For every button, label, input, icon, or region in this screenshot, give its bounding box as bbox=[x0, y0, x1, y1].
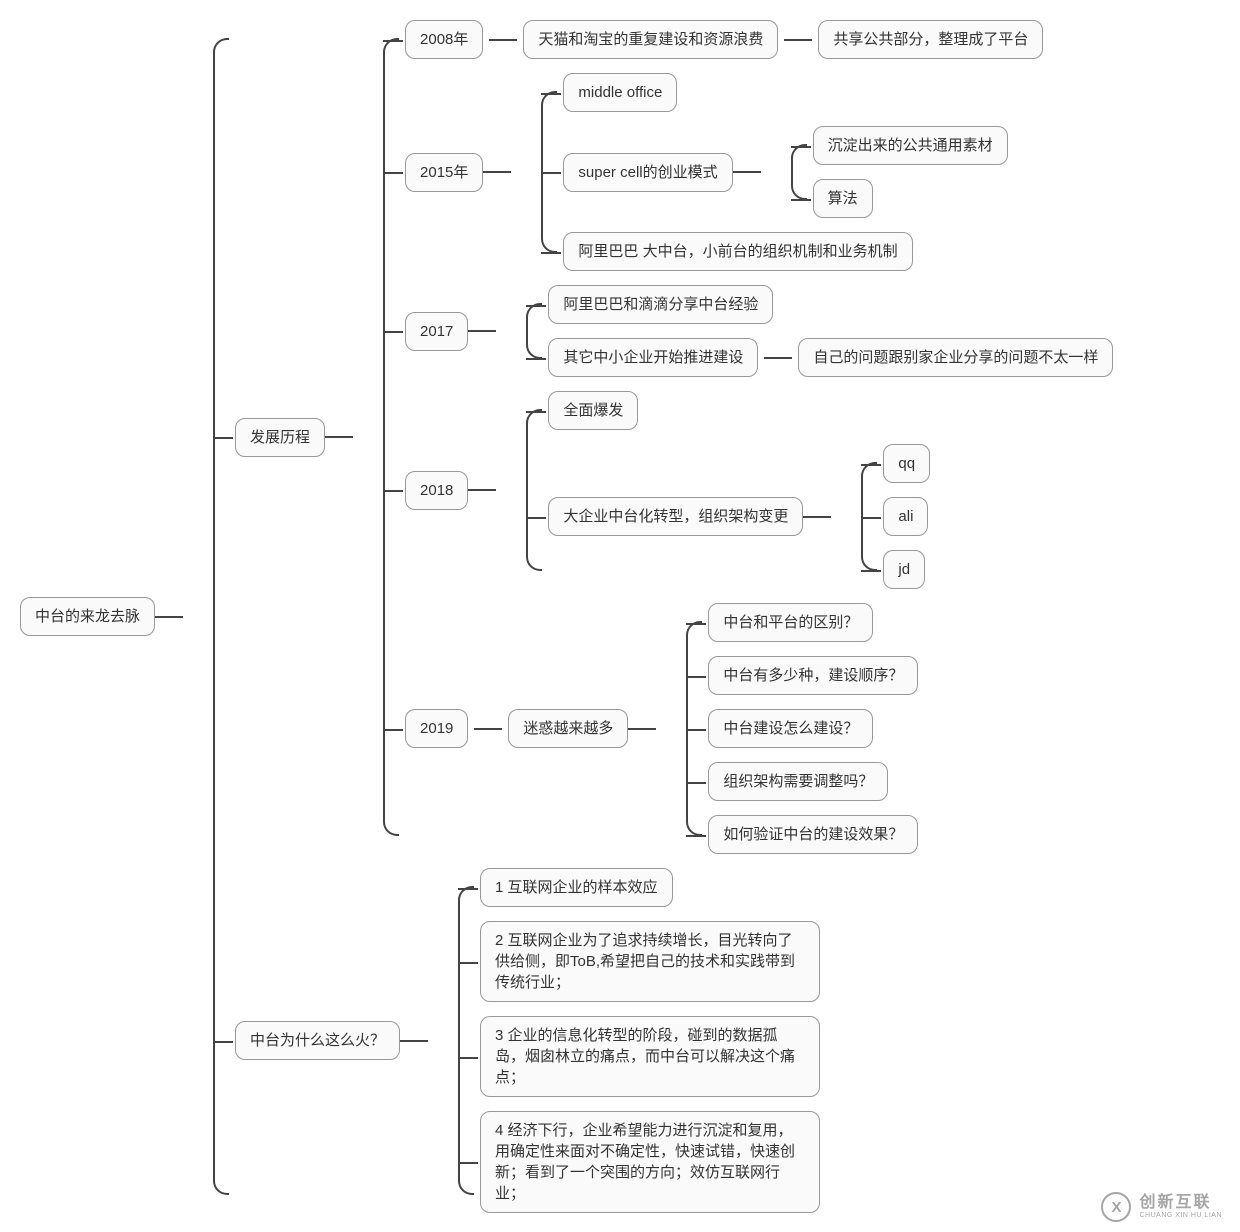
children-2018: 全面爆发 大企业中台化转型，组织架构变更 qq ali jd bbox=[526, 391, 930, 589]
row-sme: 其它中小企业开始推进建设 自己的问题跟别家企业分享的问题不太一样 bbox=[548, 338, 1113, 377]
branch-2008: 2008年 天猫和淘宝的重复建设和资源浪费 共享公共部分，整理成了平台 bbox=[405, 20, 1113, 59]
node-boom: 全面爆发 bbox=[548, 391, 638, 430]
children-2017: 阿里巴巴和滴滴分享中台经验 其它中小企业开始推进建设 自己的问题跟别家企业分享的… bbox=[526, 285, 1113, 377]
node-r2: 2 互联网企业为了追求持续增长，目光转向了供给侧，即ToB,希望把自己的技术和实… bbox=[480, 921, 820, 1002]
row-ali: ali bbox=[883, 497, 930, 536]
row-q1: 中台和平台的区别？ bbox=[708, 603, 918, 642]
watermark-logo-icon bbox=[1101, 1192, 1131, 1222]
node-qq: qq bbox=[883, 444, 930, 483]
node-why-hot: 中台为什么这么火？ bbox=[235, 1021, 400, 1060]
node-history: 发展历程 bbox=[235, 418, 325, 457]
row-q5: 如何验证中台的建设效果？ bbox=[708, 815, 918, 854]
row-r2: 2 互联网企业为了追求持续增长，目光转向了供给侧，即ToB,希望把自己的技术和实… bbox=[480, 921, 820, 1002]
mindmap-root-container: 中台的来龙去脉 发展历程 2008年 天猫和淘宝的重复建设和资源浪费 共享公共部… bbox=[20, 20, 1220, 1213]
children-2015: middle office super cell的创业模式 沉淀出来的公共通用素… bbox=[541, 73, 1007, 271]
row-jd: jd bbox=[883, 550, 930, 589]
watermark-main: 创新互联 bbox=[1139, 1194, 1222, 1212]
node-q1: 中台和平台的区别？ bbox=[708, 603, 873, 642]
children-bigcorp: qq ali jd bbox=[861, 444, 930, 589]
connector bbox=[733, 171, 761, 173]
node-confusion: 迷惑越来越多 bbox=[508, 709, 628, 748]
branch-2015: 2015年 middle office super cell的创业模式 bbox=[405, 73, 1113, 271]
children-2019: 中台和平台的区别？ 中台有多少种，建设顺序？ 中台建设怎么建设？ 组织架构需要调… bbox=[686, 603, 918, 854]
row-sc-b: 算法 bbox=[813, 179, 1008, 218]
connector bbox=[468, 330, 496, 332]
node-sc-material: 沉淀出来的公共通用素材 bbox=[813, 126, 1008, 165]
node-q2: 中台有多少种，建设顺序？ bbox=[708, 656, 918, 695]
branch-2017: 2017 阿里巴巴和滴滴分享中台经验 其它中小企业开始推进建设 自己的问题跟别家… bbox=[405, 285, 1113, 377]
connector bbox=[474, 728, 502, 730]
row-bigcorp: 大企业中台化转型，组织架构变更 qq ali jd bbox=[548, 444, 930, 589]
branch-2018: 2018 全面爆发 大企业中台化转型，组织架构变更 qq bbox=[405, 391, 1113, 589]
connector bbox=[489, 39, 517, 41]
row-r3: 3 企业的信息化转型的阶段，碰到的数据孤岛，烟囱林立的痛点，而中台可以解决这个痛… bbox=[480, 1016, 820, 1097]
root-children: 发展历程 2008年 天猫和淘宝的重复建设和资源浪费 共享公共部分，整理成了平台… bbox=[213, 20, 1113, 1213]
node-jd: jd bbox=[883, 550, 925, 589]
node-r3: 3 企业的信息化转型的阶段，碰到的数据孤岛，烟囱林立的痛点，而中台可以解决这个痛… bbox=[480, 1016, 820, 1097]
children-supercell: 沉淀出来的公共通用素材 算法 bbox=[791, 126, 1008, 218]
row-qq: qq bbox=[883, 444, 930, 483]
connector bbox=[764, 357, 792, 359]
node-2008: 2008年 bbox=[405, 20, 483, 59]
connector bbox=[803, 516, 831, 518]
node-q5: 如何验证中台的建设效果？ bbox=[708, 815, 918, 854]
row-sc-a: 沉淀出来的公共通用素材 bbox=[813, 126, 1008, 165]
row-alibaba-2015: 阿里巴巴 大中台，小前台的组织机制和业务机制 bbox=[563, 232, 1007, 271]
node-sme: 其它中小企业开始推进建设 bbox=[548, 338, 758, 377]
node-bigcorp: 大企业中台化转型，组织架构变更 bbox=[548, 497, 803, 536]
row-ali-didi: 阿里巴巴和滴滴分享中台经验 bbox=[548, 285, 1113, 324]
row-boom: 全面爆发 bbox=[548, 391, 930, 430]
node-r4: 4 经济下行，企业希望能力进行沉淀和复用，用确定性来面对不确定性，快速试错，快速… bbox=[480, 1111, 820, 1213]
history-children: 2008年 天猫和淘宝的重复建设和资源浪费 共享公共部分，整理成了平台 2015… bbox=[383, 20, 1113, 854]
node-2018: 2018 bbox=[405, 471, 468, 510]
connector bbox=[400, 1040, 428, 1042]
node-sme-diff: 自己的问题跟别家企业分享的问题不太一样 bbox=[798, 338, 1113, 377]
watermark-sub: CHUANG XIN HU LIAN bbox=[1139, 1212, 1222, 1220]
connector bbox=[483, 171, 511, 173]
node-middle-office: middle office bbox=[563, 73, 677, 112]
node-2008-a: 天猫和淘宝的重复建设和资源浪费 bbox=[523, 20, 778, 59]
branch-why-hot: 中台为什么这么火？ 1 互联网企业的样本效应 2 互联网企业为了追求持续增长，目… bbox=[235, 868, 1113, 1213]
watermark-text: 创新互联 CHUANG XIN HU LIAN bbox=[1139, 1194, 1222, 1219]
node-ali-didi: 阿里巴巴和滴滴分享中台经验 bbox=[548, 285, 773, 324]
connector bbox=[155, 616, 183, 618]
children-why-hot: 1 互联网企业的样本效应 2 互联网企业为了追求持续增长，目光转向了供给侧，即T… bbox=[458, 868, 820, 1213]
root-branch: 中台的来龙去脉 发展历程 2008年 天猫和淘宝的重复建设和资源浪费 共享公共部… bbox=[20, 20, 1113, 1213]
row-q2: 中台有多少种，建设顺序？ bbox=[708, 656, 918, 695]
node-2019: 2019 bbox=[405, 709, 468, 748]
connector bbox=[468, 489, 496, 491]
node-2008-b: 共享公共部分，整理成了平台 bbox=[818, 20, 1043, 59]
node-r1: 1 互联网企业的样本效应 bbox=[480, 868, 673, 907]
row-r4: 4 经济下行，企业希望能力进行沉淀和复用，用确定性来面对不确定性，快速试错，快速… bbox=[480, 1111, 820, 1213]
connector bbox=[784, 39, 812, 41]
root-node: 中台的来龙去脉 bbox=[20, 597, 155, 636]
node-2017: 2017 bbox=[405, 312, 468, 351]
node-supercell: super cell的创业模式 bbox=[563, 153, 732, 192]
connector bbox=[325, 436, 353, 438]
branch-history: 发展历程 2008年 天猫和淘宝的重复建设和资源浪费 共享公共部分，整理成了平台… bbox=[235, 20, 1113, 854]
row-q3: 中台建设怎么建设？ bbox=[708, 709, 918, 748]
row-middle-office: middle office bbox=[563, 73, 1007, 112]
row-q4: 组织架构需要调整吗？ bbox=[708, 762, 918, 801]
node-alibaba-2015: 阿里巴巴 大中台，小前台的组织机制和业务机制 bbox=[563, 232, 912, 271]
node-2015: 2015年 bbox=[405, 153, 483, 192]
watermark: 创新互联 CHUANG XIN HU LIAN bbox=[1101, 1192, 1222, 1222]
row-r1: 1 互联网企业的样本效应 bbox=[480, 868, 820, 907]
node-q3: 中台建设怎么建设？ bbox=[708, 709, 873, 748]
row-supercell: super cell的创业模式 沉淀出来的公共通用素材 算法 bbox=[563, 126, 1007, 218]
connector bbox=[628, 728, 656, 730]
node-sc-algo: 算法 bbox=[813, 179, 873, 218]
node-q4: 组织架构需要调整吗？ bbox=[708, 762, 888, 801]
branch-2019: 2019 迷惑越来越多 中台和平台的区别？ 中台有多少种，建设顺序？ 中台建设怎… bbox=[405, 603, 1113, 854]
node-ali: ali bbox=[883, 497, 928, 536]
